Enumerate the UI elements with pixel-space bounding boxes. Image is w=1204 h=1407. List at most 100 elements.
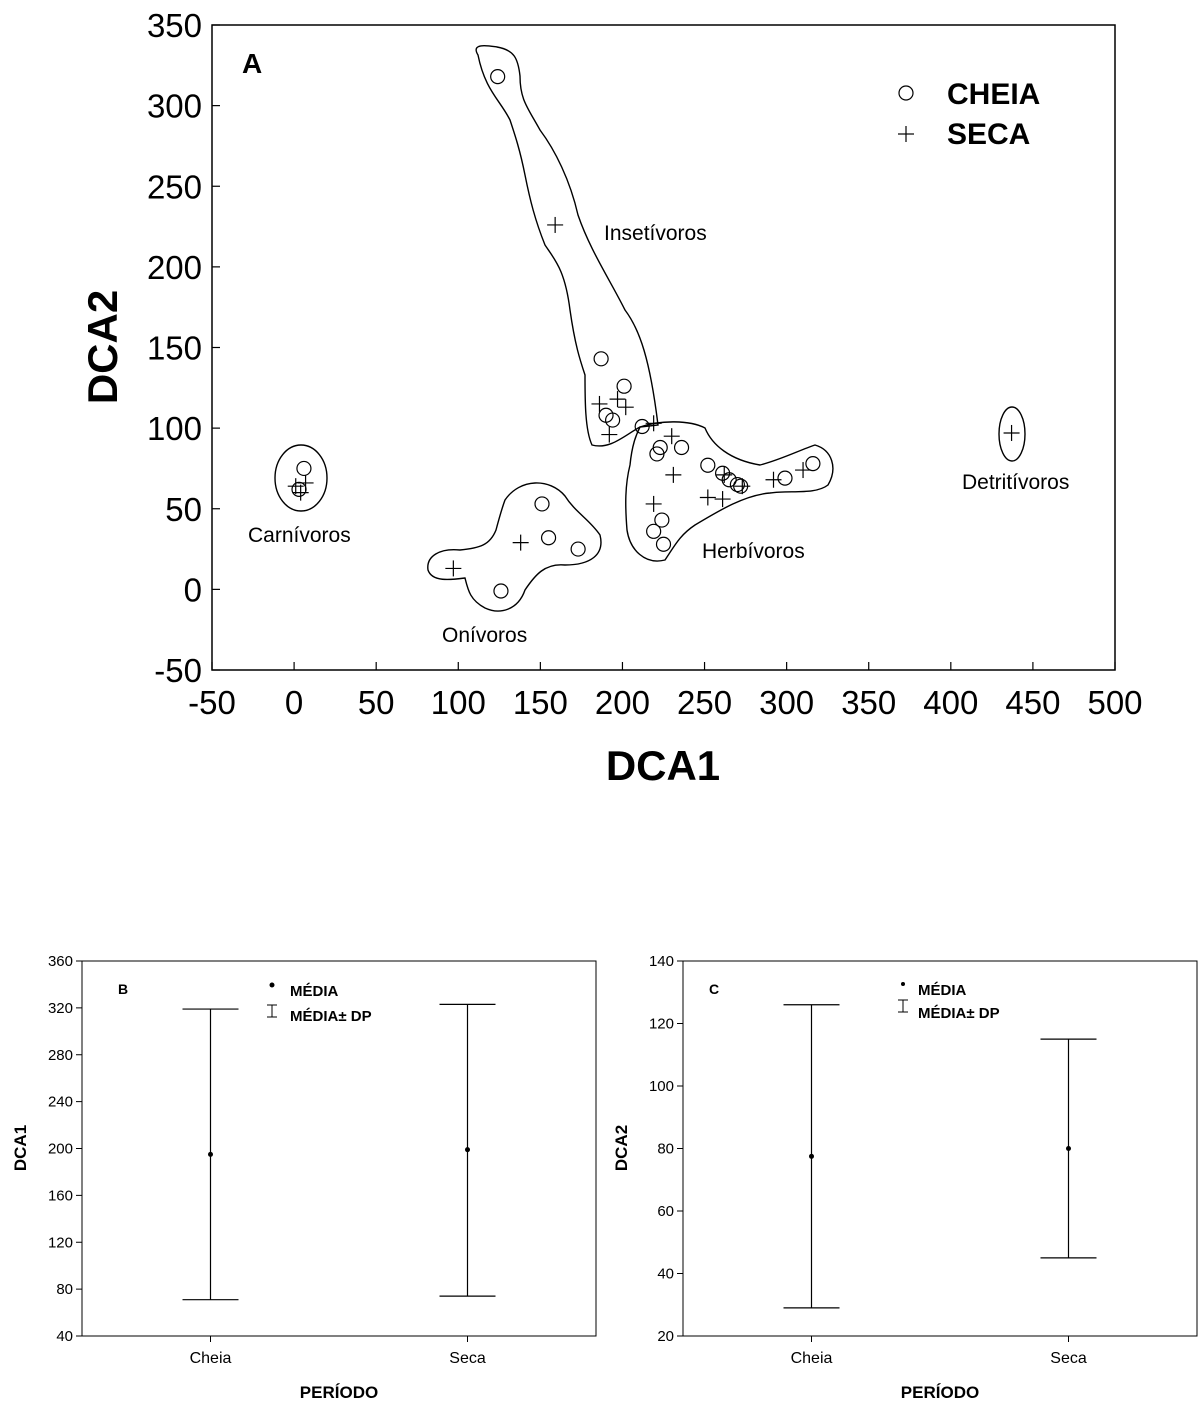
legend-b-sd-label: MÉDIA± DP: [290, 1008, 372, 1025]
a-xtick-label-1: 0: [285, 684, 303, 721]
b-ytick-label-5: 240: [48, 1094, 73, 1111]
hull-insetivoros: [475, 44, 659, 447]
point-seca-19: [512, 534, 529, 551]
legend-seca-marker: [898, 126, 914, 142]
point-seca-5: [609, 391, 626, 408]
b-ytick-label-3: 160: [48, 1187, 73, 1204]
legend-seca-label: SECA: [947, 118, 1030, 151]
group-label-herbivoros: Herbívoros: [702, 540, 805, 563]
c-xtick-label-1: Seca: [1050, 1350, 1087, 1367]
point-seca-4: [591, 395, 608, 412]
panel-a-label: A: [242, 48, 262, 79]
legend-c-mean-marker: [901, 982, 905, 986]
hull-carnivoros: [274, 444, 328, 512]
point-cheia-11: [700, 457, 716, 473]
panel-c-errorbar: 20 40 60 80 100 120 140 Cheia Seca C MÉDIA MÉDIA…: [612, 953, 1198, 1402]
b-ytick-label-4: 200: [48, 1141, 73, 1158]
b-ytick-label-6: 280: [48, 1047, 73, 1064]
panel-a-legend: CHEIA SECA: [898, 78, 1040, 151]
a-ytick-label-5: 200: [147, 249, 202, 286]
panel-a-axes: -50 0 50 100 150 200 250 300 350 400 450 500 -50 0 50 1…: [147, 7, 1143, 721]
point-cheia-13: [721, 472, 737, 488]
b-ytick-label-2: 120: [48, 1234, 73, 1251]
a-xtick-label-0: -50: [188, 684, 236, 721]
point-seca-9: [663, 428, 680, 445]
a-ytick-label-6: 250: [147, 168, 202, 205]
point-seca-0: [287, 478, 304, 495]
c-xtick-label-0: Cheia: [791, 1350, 833, 1367]
point-seca-1: [292, 484, 309, 501]
legend-b-sd-marker: [267, 1004, 277, 1018]
hull-onivoros: [427, 482, 602, 612]
c-ytick-label-2: 60: [657, 1203, 674, 1220]
b-mean-point-0: [208, 1151, 213, 1157]
point-cheia-19: [654, 512, 670, 528]
a-ytick-label-7: 300: [147, 88, 202, 125]
group-label-carnivoros: Carnívoros: [248, 524, 351, 547]
point-cheia-6: [605, 412, 621, 428]
point-seca-11: [645, 495, 662, 512]
point-cheia-20: [655, 536, 672, 552]
group-label-detritivoros: Detritívoros: [962, 471, 1069, 494]
b-xtick-label-1: Seca: [449, 1350, 486, 1367]
group-hulls: [274, 44, 1026, 612]
group-label-onivoros: Onívoros: [442, 624, 527, 647]
c-ytick-label-3: 80: [657, 1141, 674, 1158]
panel-b-label: B: [118, 981, 128, 997]
c-ytick-label-4: 100: [649, 1078, 674, 1095]
point-cheia-2: [490, 68, 506, 85]
a-ytick-label-2: 50: [165, 491, 202, 528]
point-cheia-17: [805, 456, 821, 472]
a-xtick-label-10: 450: [1005, 684, 1060, 721]
panel-b-axes: 40 80 120 160 200 240 280 320 360 Cheia Seca: [48, 953, 486, 1367]
point-cheia-4: [616, 378, 632, 394]
b-xtick-label-0: Cheia: [190, 1350, 232, 1367]
point-cheia-9: [652, 439, 668, 456]
point-seca-16: [765, 471, 782, 488]
point-seca-14: [716, 466, 733, 483]
point-cheia-10: [673, 439, 690, 456]
a-ytick-label-0: -50: [154, 652, 202, 689]
a-ytick-label-8: 350: [147, 7, 202, 44]
point-cheia-23: [570, 541, 586, 557]
group-label-insetivoros: Insetívoros: [604, 222, 707, 245]
point-cheia-16: [777, 470, 793, 486]
b-mean-point-1: [465, 1147, 470, 1153]
point-cheia-18: [646, 523, 662, 539]
a-xtick-label-5: 200: [595, 684, 650, 721]
legend-c-sd-label: MÉDIA± DP: [918, 1005, 1000, 1022]
point-seca-15: [734, 478, 751, 495]
a-ytick-label-1: 0: [184, 571, 202, 608]
panel-c-legend: MÉDIA MÉDIA± DP: [898, 982, 1000, 1022]
point-cheia-24: [493, 583, 509, 599]
point-cheia-0: [296, 460, 312, 477]
legend-b-mean-label: MÉDIA: [290, 983, 339, 1000]
point-cheia-7: [634, 418, 650, 435]
panel-a-scatter: -50 0 50 100 150 200 250 300 350 400 450 500 -50 0 50 1…: [79, 7, 1143, 789]
a-xtick-label-9: 400: [923, 684, 978, 721]
b-ytick-label-8: 360: [48, 953, 73, 970]
b-ytick-label-7: 320: [48, 1000, 73, 1017]
a-xtick-label-3: 100: [431, 684, 486, 721]
legend-cheia-label: CHEIA: [947, 78, 1040, 111]
point-cheia-21: [534, 496, 550, 512]
panel-c-axes: 20 40 60 80 100 120 140 Cheia Seca: [649, 953, 1087, 1367]
a-xtick-label-4: 150: [513, 684, 568, 721]
a-xtick-label-2: 50: [358, 684, 395, 721]
legend-cheia-marker: [898, 85, 914, 101]
c-ytick-label-1: 40: [657, 1266, 674, 1283]
hull-detritivoros: [998, 406, 1026, 462]
point-cheia-22: [540, 530, 557, 546]
panel-b-legend: MÉDIA MÉDIA± DP: [267, 982, 372, 1025]
panel-c-xlabel: PERÍODO: [901, 1383, 979, 1402]
legend-c-sd-marker: [898, 999, 908, 1013]
point-cheia-14: [729, 476, 745, 493]
point-seca-6: [617, 399, 634, 416]
b-ytick-label-0: 40: [56, 1328, 73, 1345]
hull-herbivoros: [625, 421, 834, 562]
c-mean-point-0: [809, 1153, 814, 1159]
a-ytick-label-4: 150: [147, 330, 202, 367]
point-seca-7: [601, 426, 618, 443]
a-xtick-label-8: 350: [841, 684, 896, 721]
